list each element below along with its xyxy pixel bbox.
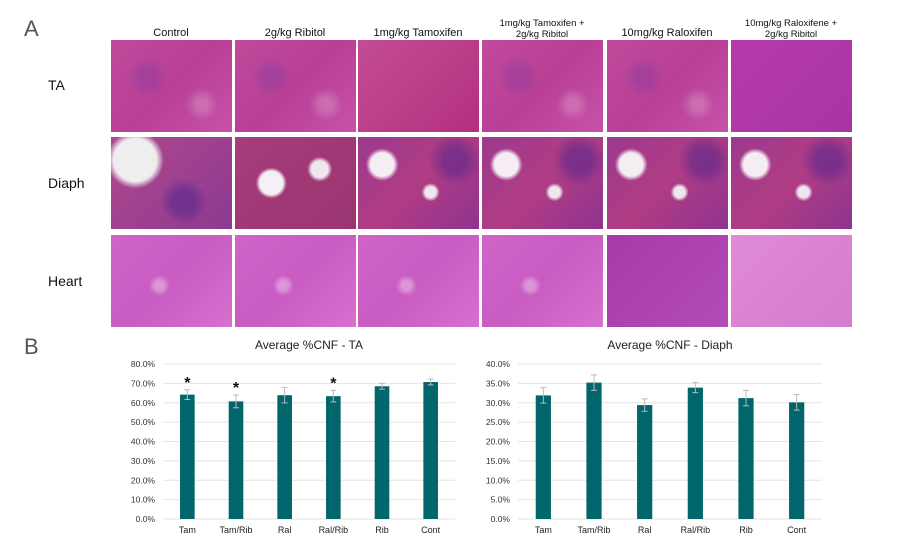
bar — [789, 402, 805, 519]
chart-diaph: Average %CNF - Diaph 0.0% 5.0% 10.0% 15.0% 20… — [486, 338, 822, 535]
y-tick-label: 30.0% — [486, 398, 511, 408]
histology-image — [358, 40, 479, 132]
x-tick-label: Tam/Rib — [219, 525, 252, 535]
y-tick-label: 50.0% — [131, 417, 156, 427]
y-tick-label: 0.0% — [491, 514, 511, 524]
bar — [423, 382, 438, 519]
y-tick-label: 10.0% — [486, 475, 511, 485]
y-tick-label: 10.0% — [131, 495, 156, 505]
histology-image — [235, 40, 356, 132]
histology-image — [111, 137, 232, 229]
y-tick-label: 40.0% — [486, 359, 511, 369]
histology-image — [607, 40, 728, 132]
histology-image — [235, 235, 356, 327]
significance-marker: * — [233, 380, 240, 397]
column-header: 10mg/kg Raloxifene +2g/kg Ribitol — [744, 18, 838, 40]
chart-ta: Average %CNF - TA 0.0% 10.0% 20.0% 30.0% 40.0… — [131, 338, 455, 535]
x-tick-label: Tam — [535, 525, 552, 535]
x-tick-label: Ral — [638, 525, 652, 535]
y-tick-label: 40.0% — [131, 437, 156, 447]
histology-image — [607, 235, 728, 327]
histology-image — [482, 235, 603, 327]
histology-image — [358, 235, 479, 327]
bar — [687, 387, 703, 519]
significance-marker: * — [184, 375, 191, 392]
bar — [277, 395, 292, 519]
histology-image — [731, 40, 852, 132]
histology-image — [111, 235, 232, 327]
row-label: TA — [48, 77, 65, 93]
y-tick-label: 70.0% — [131, 378, 156, 388]
y-tick-label: 20.0% — [131, 475, 156, 485]
histology-image — [482, 137, 603, 229]
x-tick-label: Ral — [278, 525, 292, 535]
column-header: 1mg/kg Tamoxifen +2g/kg Ribitol — [499, 18, 585, 40]
histology-image — [358, 137, 479, 229]
y-tick-label: 0.0% — [136, 514, 156, 524]
x-tick-label: Tam — [179, 525, 196, 535]
y-tick-label: 35.0% — [486, 378, 511, 388]
bar — [535, 395, 551, 519]
panel-label-b: B — [24, 334, 39, 359]
x-tick-label: Tam/Rib — [577, 525, 610, 535]
histology-image — [731, 235, 852, 327]
y-tick-label: 30.0% — [131, 456, 156, 466]
y-tick-label: 5.0% — [491, 495, 511, 505]
x-tick-label: Ral/Rib — [681, 525, 711, 535]
chart-title: Average %CNF - TA — [255, 338, 363, 352]
y-tick-label: 60.0% — [131, 398, 156, 408]
bar — [738, 398, 754, 519]
row-label: Diaph — [48, 175, 85, 191]
histology-image — [607, 137, 728, 229]
histology-image — [235, 137, 356, 229]
histology-image — [731, 137, 852, 229]
histology-image — [111, 40, 232, 132]
y-tick-label: 20.0% — [486, 437, 511, 447]
x-tick-label: Ral/Rib — [319, 525, 349, 535]
x-tick-label: Rib — [739, 525, 753, 535]
bar — [586, 382, 602, 519]
significance-marker: * — [330, 375, 337, 392]
column-header: 1mg/kg Tamoxifen — [373, 27, 463, 39]
y-tick-label: 15.0% — [486, 456, 511, 466]
y-tick-label: 80.0% — [131, 359, 156, 369]
bar — [180, 394, 195, 519]
y-tick-label: 25.0% — [486, 417, 511, 427]
column-header: Control — [153, 27, 189, 39]
bar — [326, 396, 341, 519]
x-tick-label: Cont — [421, 525, 441, 535]
bar — [228, 401, 244, 519]
panel-label-a: A — [24, 16, 39, 41]
column-header: 2g/kg Ribitol — [264, 27, 326, 39]
column-header: 10mg/kg Raloxifen — [621, 27, 713, 39]
bar — [637, 405, 653, 519]
x-tick-label: Cont — [787, 525, 807, 535]
bar — [374, 386, 390, 519]
row-label: Heart — [48, 273, 83, 289]
x-tick-label: Rib — [375, 525, 389, 535]
histology-image — [482, 40, 603, 132]
chart-title: Average %CNF - Diaph — [607, 338, 732, 352]
